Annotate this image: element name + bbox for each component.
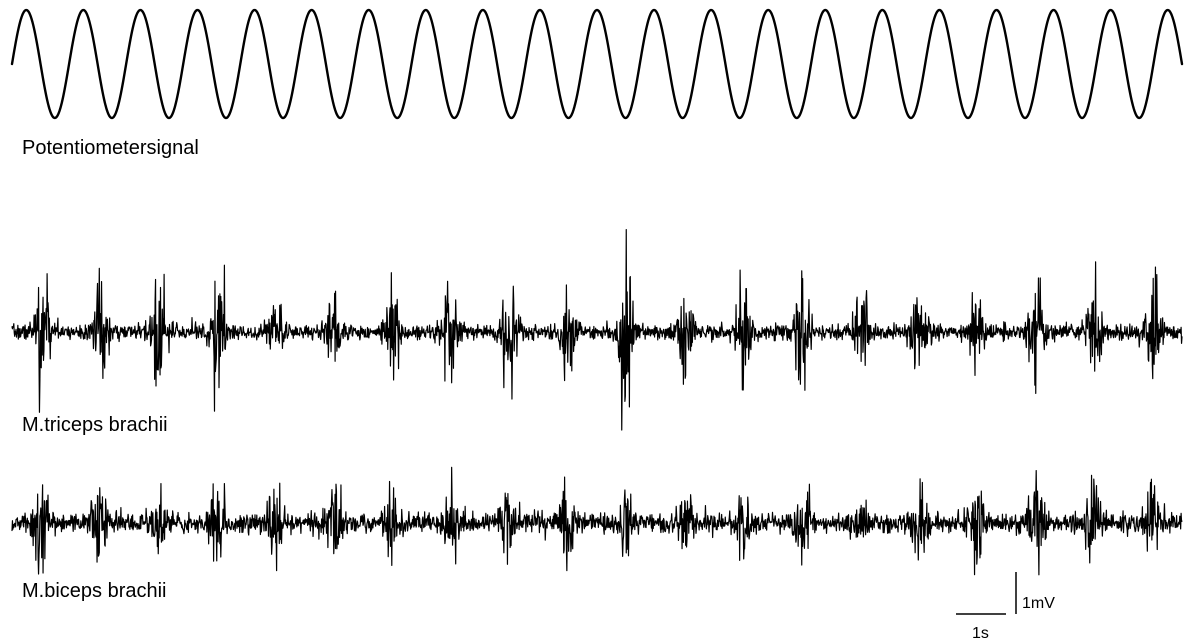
biceps-emg-trace <box>11 466 1183 576</box>
triceps-label: M.triceps brachii <box>22 414 168 436</box>
amplitude-scale-label: 1mV <box>1022 595 1055 612</box>
biceps-trace-group: M.biceps brachii <box>11 466 1183 602</box>
time-scale-label: 1s <box>972 625 989 642</box>
scale-bar: 1mV 1s <box>956 572 1055 642</box>
triceps-trace-group: M.triceps brachii <box>11 228 1183 436</box>
triceps-emg-trace <box>11 228 1183 431</box>
biceps-label: M.biceps brachii <box>22 580 167 602</box>
potentiometer-signal-label: Potentiometersignal <box>22 137 199 159</box>
potentiometer-signal-trace <box>10 8 1184 120</box>
potentiometer-trace-group: Potentiometersignal <box>10 8 1184 159</box>
